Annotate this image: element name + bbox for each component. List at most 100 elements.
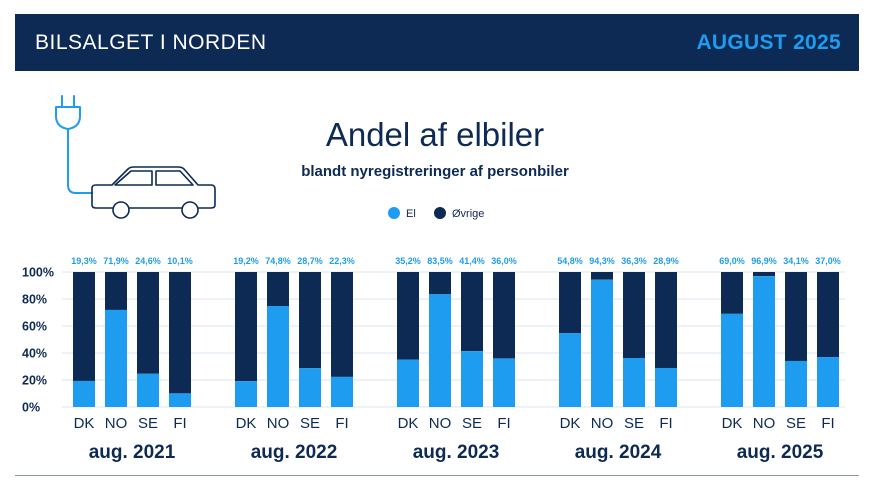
y-tick-label: 40% (22, 347, 47, 361)
x-tick-label: DK (560, 415, 581, 432)
group-label: aug. 2022 (251, 442, 338, 463)
legend-swatch-el (388, 207, 400, 219)
bar-el (331, 376, 353, 407)
legend-label-el: El (406, 208, 416, 220)
bar-el (267, 306, 289, 407)
bar-el (169, 393, 191, 407)
x-tick-label: SE (300, 415, 320, 432)
data-label: 83,5% (427, 256, 453, 266)
bar-ovrige (397, 272, 419, 360)
data-label: 34,1% (783, 256, 809, 266)
bar-ovrige (235, 272, 257, 382)
x-tick-label: FI (335, 415, 348, 432)
data-label: 54,8% (557, 256, 583, 266)
header-title: BILSALGET I NORDEN (35, 31, 267, 54)
bar-el (461, 351, 483, 407)
x-tick-label: DK (398, 415, 419, 432)
bar-el (397, 359, 419, 407)
plug-car-illustration (55, 95, 216, 219)
y-tick-label: 20% (22, 374, 47, 388)
bar-el (655, 367, 677, 407)
x-tick-label: NO (105, 415, 128, 432)
data-label: 41,4% (459, 256, 485, 266)
header-bar: BILSALGET I NORDEN AUGUST 2025 (15, 14, 859, 71)
x-tick-label: SE (624, 415, 644, 432)
bar-ovrige (559, 272, 581, 334)
group-label: aug. 2023 (413, 442, 500, 463)
bar-ovrige (623, 272, 645, 358)
bar-el (753, 276, 775, 407)
x-tick-label: SE (786, 415, 806, 432)
y-tick-label: 80% (22, 293, 47, 307)
x-tick-label: NO (753, 415, 776, 432)
bar-ovrige (721, 272, 743, 314)
bar-el (235, 381, 257, 407)
x-tick-label: FI (821, 415, 834, 432)
bar-ovrige (73, 272, 95, 381)
x-tick-label: SE (138, 415, 158, 432)
data-label: 28,7% (297, 256, 323, 266)
x-tick-label: FI (497, 415, 510, 432)
bar-ovrige (299, 272, 321, 369)
bar-el (591, 279, 613, 407)
chart-title: Andel af elbiler (325, 116, 545, 153)
bar-ovrige (137, 272, 159, 374)
bar-el (73, 380, 95, 407)
data-label: 36,0% (491, 256, 517, 266)
bar-el (623, 357, 645, 407)
bar-ovrige (785, 272, 807, 361)
bar-ovrige (753, 272, 775, 277)
data-label: 24,6% (135, 256, 161, 266)
data-label: 71,9% (103, 256, 129, 266)
data-label: 10,1% (167, 256, 193, 266)
bar-ovrige (267, 272, 289, 307)
bar-ovrige (331, 272, 353, 377)
x-tick-label: FI (173, 415, 186, 432)
x-tick-label: NO (267, 415, 290, 432)
plug-icon (55, 95, 93, 194)
bar-ovrige (169, 272, 191, 394)
bar-el (299, 368, 321, 407)
legend-label-ovrige: Øvrige (452, 208, 485, 220)
bar-el (105, 309, 127, 407)
data-label: 69,0% (719, 256, 745, 266)
x-tick-label: DK (74, 415, 95, 432)
y-tick-label: 60% (22, 320, 47, 334)
data-label: 35,2% (395, 256, 421, 266)
group-label: aug. 2021 (89, 442, 176, 463)
bar-ovrige (105, 272, 127, 310)
bar-ovrige (429, 272, 451, 295)
bar-ovrige (493, 272, 515, 359)
x-tick-label: DK (722, 415, 743, 432)
data-label: 22,3% (329, 256, 355, 266)
legend-swatch-ovrige (434, 207, 446, 219)
y-tick-label: 100% (22, 266, 54, 280)
x-tick-label: SE (462, 415, 482, 432)
bar-el (493, 358, 515, 407)
y-tick-label: 0% (22, 401, 40, 415)
bottom-divider (15, 475, 859, 476)
data-label: 19,3% (71, 256, 97, 266)
chart-subtitle: blandt nyregistreringer af personbiler (301, 163, 569, 180)
header-date: AUGUST 2025 (696, 31, 841, 54)
data-label: 28,9% (653, 256, 679, 266)
data-label: 96,9% (751, 256, 777, 266)
bar-el (721, 313, 743, 407)
data-label: 36,3% (621, 256, 647, 266)
x-tick-label: NO (429, 415, 452, 432)
x-tick-label: DK (236, 415, 257, 432)
x-tick-label: NO (591, 415, 614, 432)
bar-el (785, 360, 807, 407)
data-label: 74,8% (265, 256, 291, 266)
legend-item-el: El (388, 207, 416, 220)
bar-el (137, 373, 159, 407)
bar-el (817, 357, 839, 407)
group-label: aug. 2024 (575, 442, 662, 463)
bar-ovrige (591, 272, 613, 280)
group-label: aug. 2025 (737, 442, 824, 463)
data-label: 94,3% (589, 256, 615, 266)
bar-ovrige (461, 272, 483, 352)
car-icon (91, 166, 216, 219)
bar-ovrige (655, 272, 677, 368)
